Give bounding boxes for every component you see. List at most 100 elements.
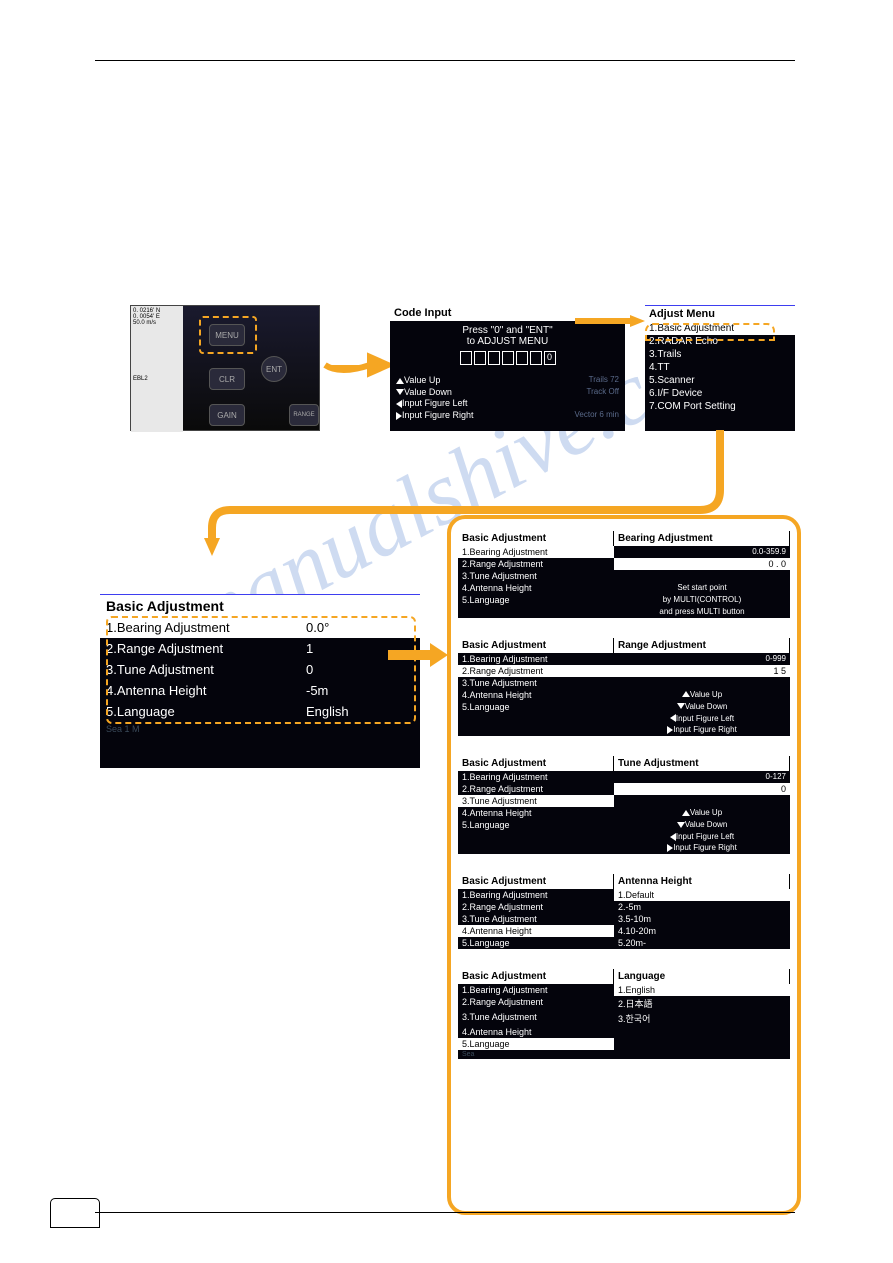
sub2-nav-up: Value Up	[690, 690, 722, 699]
adjust-item-tt[interactable]: 4.TT	[645, 361, 795, 374]
sub5-r1[interactable]: 1.Bearing Adjustment	[458, 984, 614, 996]
speed: 50.0 m/s	[133, 320, 181, 326]
sub-tune: Basic AdjustmentTune Adjustment 1.Bearin…	[458, 756, 790, 854]
ent-button[interactable]: ENT	[261, 356, 287, 382]
sub3-r5[interactable]: 5.Language	[458, 819, 614, 831]
arrow-code-to-adjust	[575, 315, 645, 327]
sub-bearing: Basic AdjustmentBearing Adjustment 1.Bea…	[458, 531, 790, 618]
sub1-val: 0 . 0	[614, 558, 790, 570]
sub4-h1: Basic Adjustment	[458, 874, 614, 889]
sub4-h2: Antenna Height	[614, 874, 790, 889]
clr-button[interactable]: CLR	[209, 368, 245, 390]
ebl-label: EBL2	[133, 376, 181, 382]
sub2-r3[interactable]: 3.Tune Adjustment	[458, 677, 614, 689]
sub2-nav-down: Value Down	[685, 702, 728, 711]
sub1-r3[interactable]: 3.Tune Adjustment	[458, 570, 614, 582]
sub1-r4[interactable]: 4.Antenna Height	[458, 582, 614, 594]
sub4-o3[interactable]: 3.5-10m	[614, 913, 790, 925]
sub1-h2: Bearing Adjustment	[614, 531, 790, 546]
sub-antenna: Basic AdjustmentAntenna Height 1.Bearing…	[458, 874, 790, 949]
sub5-o3[interactable]: 3.한국어	[614, 1011, 790, 1026]
sub2-nav-left: Input Figure Left	[676, 714, 734, 723]
dim-vector: Vector 6 min	[575, 410, 619, 420]
basic-dim-row: Sea 1 M	[100, 722, 420, 736]
sub2-h1: Basic Adjustment	[458, 638, 614, 653]
sub4-o5[interactable]: 5.20m-	[614, 937, 790, 949]
basic-title: Basic Adjustment	[100, 594, 420, 617]
adjust-item-if[interactable]: 6.I/F Device	[645, 387, 795, 400]
sub1-h1: Basic Adjustment	[458, 531, 614, 546]
sub2-val: 1 5	[614, 665, 790, 677]
code-boxes: 0	[394, 351, 621, 365]
sub3-h1: Basic Adjustment	[458, 756, 614, 771]
adjust-item-com[interactable]: 7.COM Port Setting	[645, 400, 795, 413]
sub5-o2[interactable]: 2.日本語	[614, 996, 790, 1011]
sub1-r1[interactable]: 1.Bearing Adjustment	[458, 546, 614, 558]
sub2-range: 0-999	[614, 653, 790, 665]
sub2-r1[interactable]: 1.Bearing Adjustment	[458, 653, 614, 665]
page: manualshive.com 0. 0216' N 0. 0054' E 50…	[0, 0, 893, 1263]
sub1-r2[interactable]: 2.Range Adjustment	[458, 558, 614, 570]
code-box-last: 0	[544, 351, 556, 365]
top-rule	[95, 60, 795, 61]
sub1-hint1: Set start point	[614, 582, 790, 594]
sub4-r5[interactable]: 5.Language	[458, 937, 614, 949]
sub-panels-container: Basic AdjustmentBearing Adjustment 1.Bea…	[447, 515, 801, 1215]
sub5-r4[interactable]: 4.Antenna Height	[458, 1026, 614, 1038]
arrow-basic-to-subs	[388, 640, 448, 670]
sub4-o2[interactable]: 2.-5m	[614, 901, 790, 913]
sub2-r4[interactable]: 4.Antenna Height	[458, 689, 614, 701]
sub4-o1[interactable]: 1.Default	[614, 889, 790, 901]
sub3-r4[interactable]: 4.Antenna Height	[458, 807, 614, 819]
sub2-r5[interactable]: 5.Language	[458, 701, 614, 713]
page-number	[50, 1198, 100, 1228]
sub5-o1[interactable]: 1.English	[614, 984, 790, 996]
dim-track: Track Off	[587, 387, 619, 397]
sub-range: Basic AdjustmentRange Adjustment 1.Beari…	[458, 638, 790, 736]
sub3-r2[interactable]: 2.Range Adjustment	[458, 783, 614, 795]
sub-language: Basic AdjustmentLanguage 1.Bearing Adjus…	[458, 969, 790, 1059]
menu-highlight-dash	[199, 316, 257, 354]
hint-down: Value Down	[404, 387, 452, 397]
panel-side-info: 0. 0216' N 0. 0054' E 50.0 m/s EBL2	[131, 306, 183, 432]
hint-left: Input Figure Left	[402, 398, 468, 408]
sub3-nav-down: Value Down	[685, 820, 728, 829]
adjust-menu-title: Adjust Menu	[645, 305, 795, 322]
sub1-hint2: by MULTI(CONTROL)	[614, 594, 790, 606]
device-panel-photo: 0. 0216' N 0. 0054' E 50.0 m/s EBL2 MENU…	[130, 305, 320, 431]
dim-trails: Trails 72	[589, 375, 619, 385]
sub3-r1[interactable]: 1.Bearing Adjustment	[458, 771, 614, 783]
sub4-r1[interactable]: 1.Bearing Adjustment	[458, 889, 614, 901]
adjust-highlight-dash	[645, 323, 775, 341]
adjust-menu-panel: Adjust Menu 1.Basic Adjustment 2.RADAR E…	[645, 305, 795, 431]
adjust-item-trails[interactable]: 3.Trails	[645, 348, 795, 361]
adjust-item-scanner[interactable]: 5.Scanner	[645, 374, 795, 387]
basic-highlight-dash	[106, 616, 416, 724]
sub5-r3[interactable]: 3.Tune Adjustment	[458, 1011, 614, 1026]
code-line-2: to ADJUST MENU	[394, 336, 621, 347]
sub5-h1: Basic Adjustment	[458, 969, 614, 984]
arrow-panel-to-code	[320, 350, 390, 380]
sub3-r3[interactable]: 3.Tune Adjustment	[458, 795, 614, 807]
sub1-hint3: and press MULTI button	[614, 606, 790, 618]
sub3-h2: Tune Adjustment	[614, 756, 790, 771]
sub5-r2[interactable]: 2.Range Adjustment	[458, 996, 614, 1011]
basic-adjustment-panel: Basic Adjustment 1.Bearing Adjustment0.0…	[100, 594, 420, 768]
sub2-nav-right: Input Figure Right	[673, 725, 737, 734]
sub2-h2: Range Adjustment	[614, 638, 790, 653]
sub4-r4[interactable]: 4.Antenna Height	[458, 925, 614, 937]
sub5-r5[interactable]: 5.Language	[458, 1038, 614, 1050]
sub4-r3[interactable]: 3.Tune Adjustment	[458, 913, 614, 925]
bottom-rule	[95, 1212, 795, 1213]
sub3-nav-up: Value Up	[690, 808, 722, 817]
sub4-r2[interactable]: 2.Range Adjustment	[458, 901, 614, 913]
sub4-o4[interactable]: 4.10-20m	[614, 925, 790, 937]
sub2-r2[interactable]: 2.Range Adjustment	[458, 665, 614, 677]
gain-button[interactable]: GAIN	[209, 404, 245, 426]
hint-right: Input Figure Right	[402, 410, 474, 420]
range-button[interactable]: RANGE	[289, 404, 319, 426]
hint-up: Value Up	[404, 375, 440, 385]
sub3-nav-left: Input Figure Left	[676, 832, 734, 841]
sub5-h2: Language	[614, 969, 790, 984]
sub1-r5[interactable]: 5.Language	[458, 594, 614, 606]
